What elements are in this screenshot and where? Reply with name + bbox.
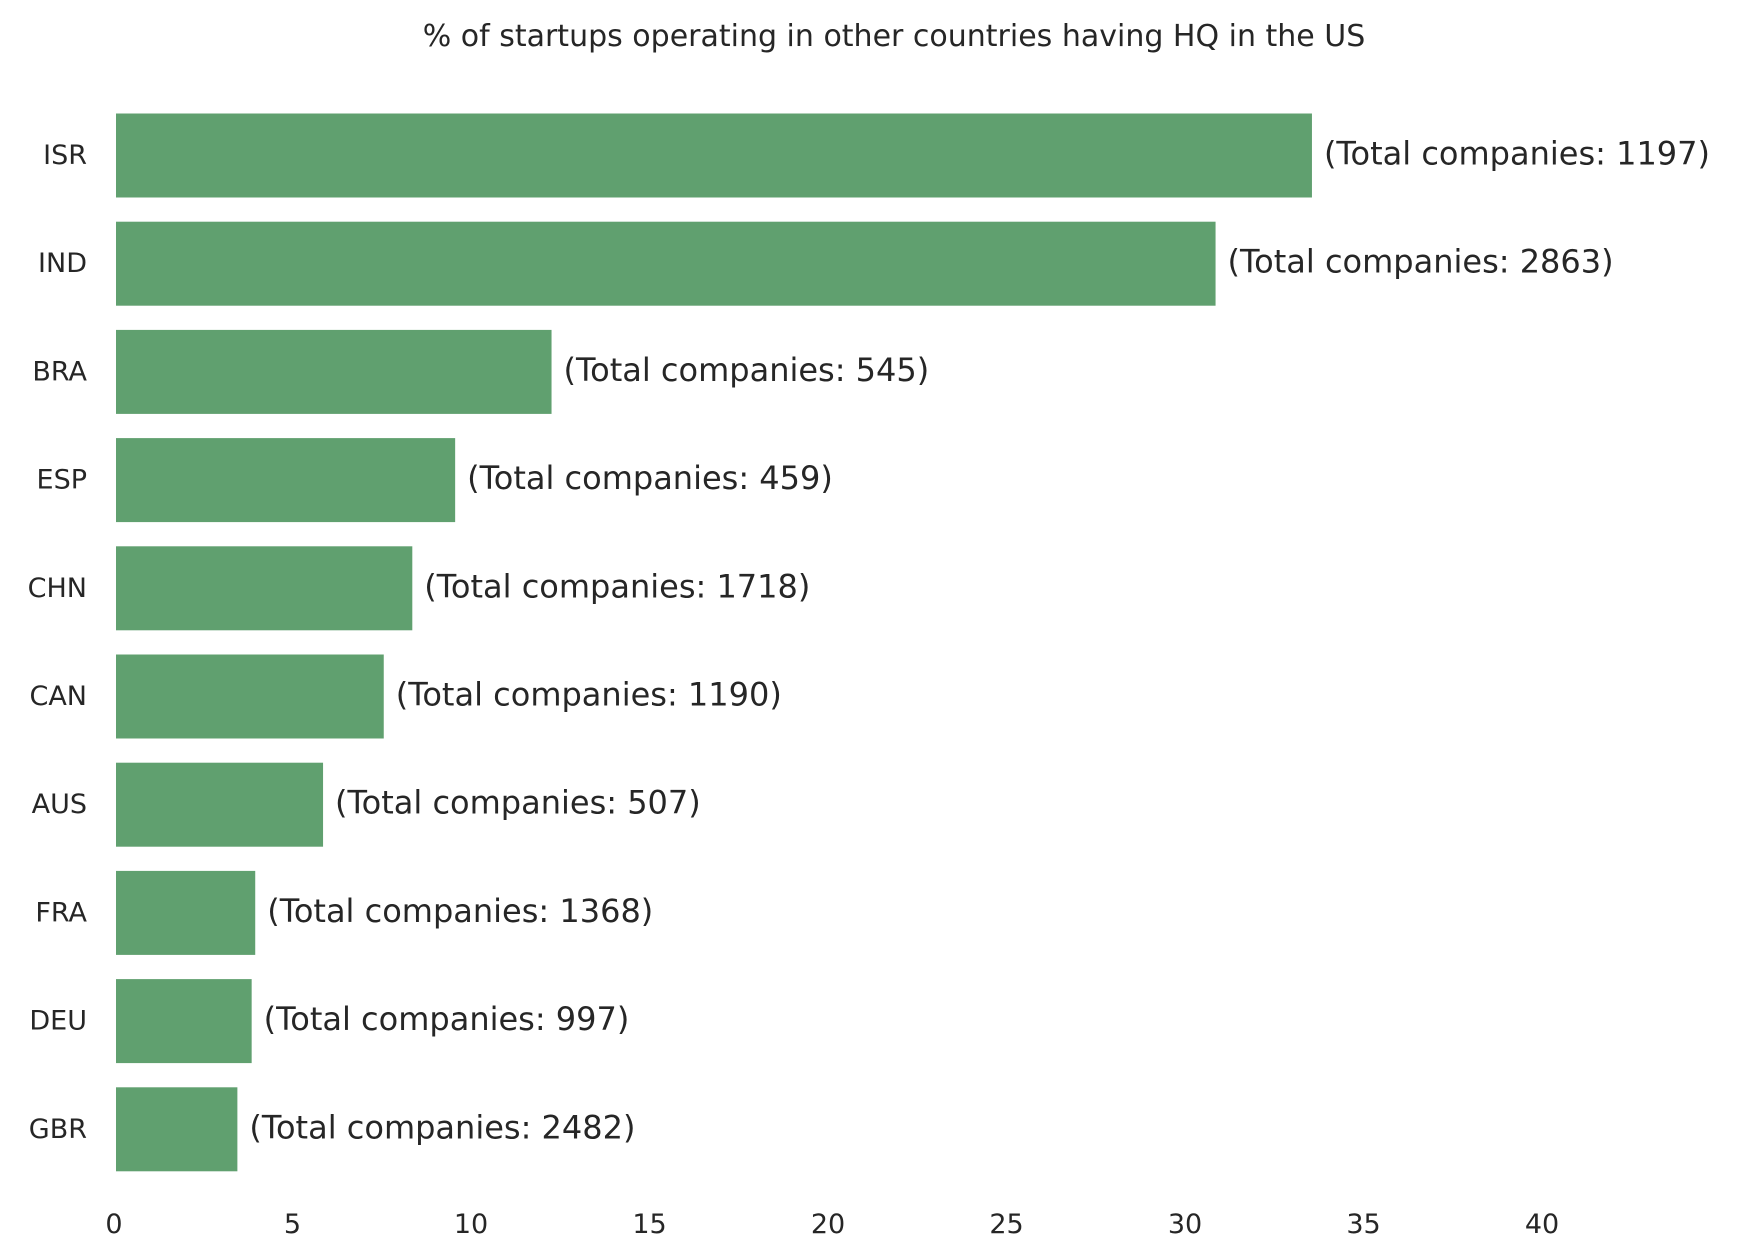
data-label-isr: (Total companies: 1197) [1324,135,1710,173]
bar-chn [116,546,413,631]
data-label-esp: (Total companies: 459) [467,459,833,497]
bar-aus [116,762,324,847]
y-tick-label-chn: CHN [28,573,87,604]
x-tick-label-35: 35 [1346,1209,1380,1240]
bar-can [116,654,384,739]
bar-ind [116,221,1216,306]
bar-fra [116,870,256,955]
x-axis-ticks: 0 5 10 15 20 25 30 35 40 [105,1209,1559,1240]
x-tick-label-5: 5 [284,1209,301,1240]
y-tick-label-ind: IND [38,248,87,279]
bar-deu [116,979,252,1064]
x-tick-label-20: 20 [811,1209,845,1240]
x-tick-label-0: 0 [105,1209,122,1240]
y-tick-label-aus: AUS [32,789,87,820]
y-tick-label-isr: ISR [43,140,87,171]
x-tick-label-10: 10 [454,1209,488,1240]
data-label-can: (Total companies: 1190) [396,676,782,714]
data-label-gbr: (Total companies: 2482) [249,1108,635,1146]
y-tick-label-fra: FRA [35,897,87,928]
bars-group [116,113,1312,1172]
y-tick-label-can: CAN [29,681,87,712]
y-tick-label-gbr: GBR [29,1114,87,1145]
bar-gbr [116,1087,238,1172]
y-axis-labels: ISR IND BRA ESP CHN CAN AUS FRA DEU GBR [28,140,88,1145]
data-label-deu: (Total companies: 997) [264,1000,630,1038]
bar-bra [116,329,552,414]
y-tick-label-deu: DEU [29,1006,87,1037]
y-tick-label-esp: ESP [37,465,87,496]
data-labels: (Total companies: 1197) (Total companies:… [249,135,1710,1147]
bar-esp [116,438,456,523]
x-tick-label-25: 25 [989,1209,1023,1240]
data-label-aus: (Total companies: 507) [335,784,701,822]
x-tick-label-30: 30 [1168,1209,1202,1240]
data-label-ind: (Total companies: 2863) [1228,243,1614,281]
bar-isr [116,113,1312,198]
y-tick-label-bra: BRA [32,356,87,387]
chart-title: % of startups operating in other countri… [423,19,1366,54]
data-label-bra: (Total companies: 545) [564,351,930,389]
x-tick-label-40: 40 [1525,1209,1559,1240]
x-tick-label-15: 15 [632,1209,666,1240]
data-label-chn: (Total companies: 1718) [424,567,810,605]
data-label-fra: (Total companies: 1368) [267,892,653,930]
